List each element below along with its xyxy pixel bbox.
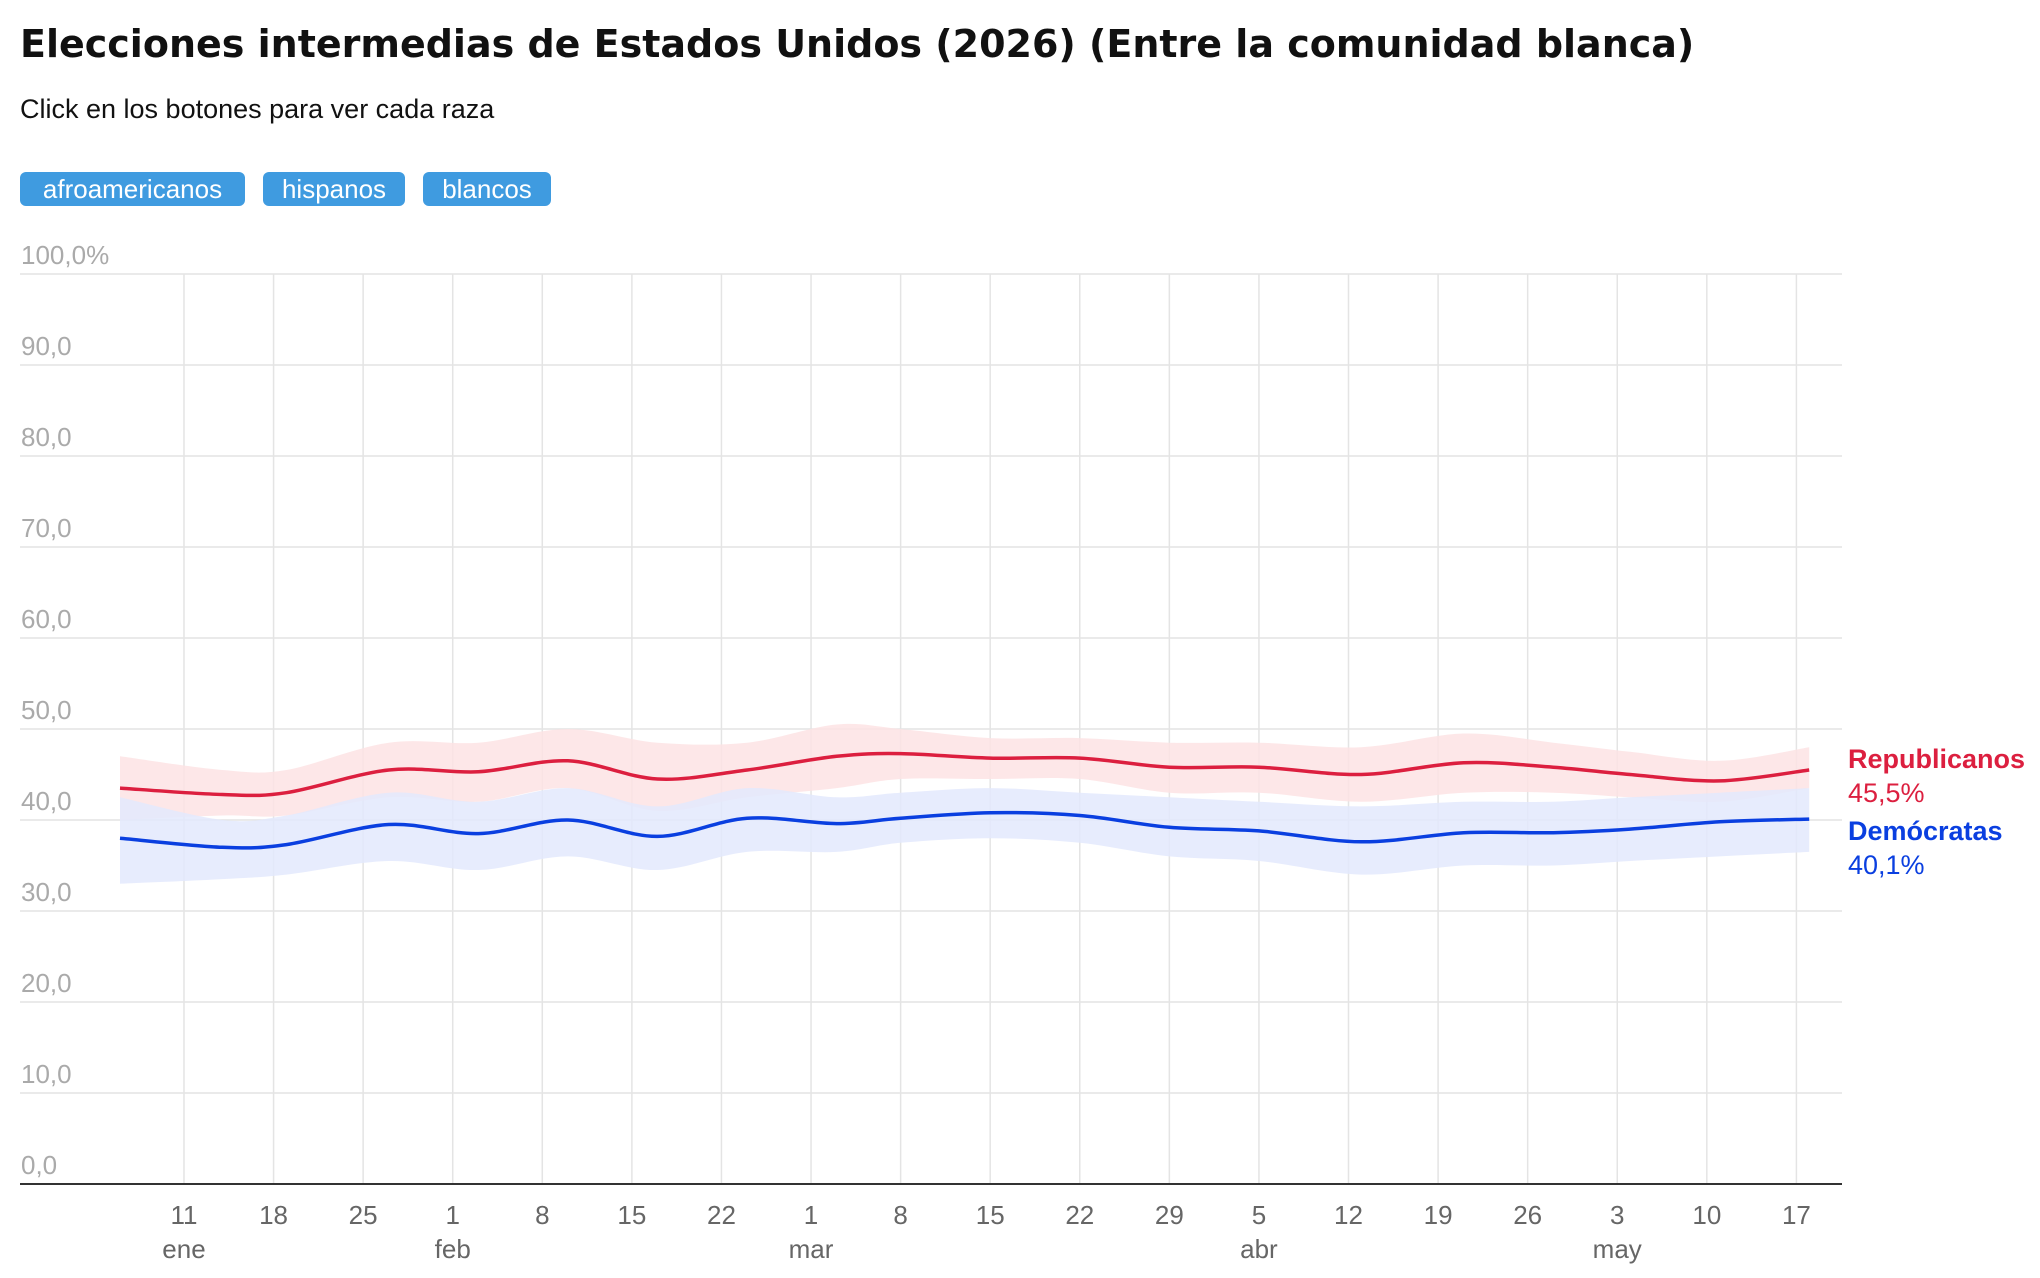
x-tick-label: 29 — [1155, 1200, 1184, 1230]
x-tick-label: 19 — [1424, 1200, 1453, 1230]
y-tick-label: 0,0 — [21, 1150, 57, 1180]
x-tick-label: 15 — [617, 1200, 646, 1230]
chart-subtitle: Click en los botones para ver cada raza — [20, 94, 495, 124]
y-axis-labels: 100,0% 90,0 80,0 70,0 60,0 50,0 40,0 30,0 20,0 10… — [21, 240, 109, 1180]
series-line-republicanos — [119, 751, 1810, 798]
x-tick-label: 26 — [1513, 1200, 1542, 1230]
grid-lines — [20, 273, 1842, 1184]
series-name-label: Republicanos — [1848, 744, 2025, 774]
y-tick-label: 80,0 — [21, 422, 72, 452]
blancos-button[interactable]: blancos — [423, 172, 551, 206]
x-tick-label: 17 — [1782, 1200, 1811, 1230]
y-tick-label: 90,0 — [21, 331, 72, 361]
x-tick-label: 25 — [349, 1200, 378, 1230]
month-label: mar — [789, 1234, 834, 1264]
series-line-democratas — [119, 810, 1810, 850]
series-value-label: 40,1% — [1848, 850, 1925, 880]
month-label: abr — [1240, 1234, 1278, 1264]
x-tick-label: 8 — [893, 1200, 907, 1230]
hispanos-button[interactable]: hispanos — [263, 172, 405, 206]
chart-title: Elecciones intermedias de Estados Unidos… — [20, 22, 1695, 66]
x-tick-label: 22 — [707, 1200, 736, 1230]
y-tick-label: 20,0 — [21, 968, 72, 998]
x-tick-label: 5 — [1252, 1200, 1266, 1230]
month-label: feb — [435, 1234, 471, 1264]
x-tick-label: 12 — [1334, 1200, 1363, 1230]
y-tick-label: 60,0 — [21, 604, 72, 634]
x-tick-label: 3 — [1610, 1200, 1624, 1230]
x-tick-label: 1 — [445, 1200, 459, 1230]
x-tick-label: 22 — [1065, 1200, 1094, 1230]
y-tick-label: 10,0 — [21, 1059, 72, 1089]
month-label: ene — [162, 1234, 205, 1264]
x-tick-label: 11 — [170, 1200, 197, 1230]
y-tick-label: 100,0% — [21, 240, 109, 270]
y-tick-label: 70,0 — [21, 513, 72, 543]
series-value-label: 45,5% — [1848, 778, 1925, 808]
y-tick-label: 30,0 — [21, 877, 72, 907]
afroamericanos-button[interactable]: afroamericanos — [20, 172, 245, 206]
month-label: may — [1593, 1234, 1642, 1264]
x-tick-label: 18 — [259, 1200, 288, 1230]
confidence-band-democratas — [120, 787, 1810, 884]
x-tick-label: 8 — [535, 1200, 549, 1230]
y-tick-label: 50,0 — [21, 695, 72, 725]
x-tick-label: 15 — [976, 1200, 1005, 1230]
x-tick-label: 10 — [1692, 1200, 1721, 1230]
y-tick-label: 40,0 — [21, 786, 72, 816]
x-tick-label: 1 — [804, 1200, 818, 1230]
series-name-label: Demócratas — [1848, 816, 2003, 846]
confidence-band-republicanos — [120, 723, 1810, 820]
